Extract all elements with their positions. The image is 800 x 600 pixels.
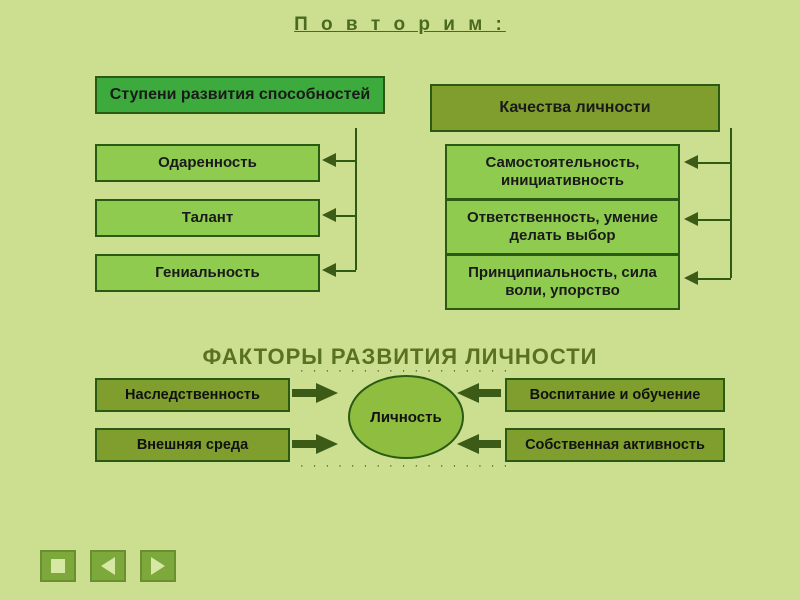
nav-prev-button[interactable] (90, 550, 126, 582)
left-item-0: Одаренность (95, 144, 320, 182)
left-item-2: Гениальность (95, 254, 320, 292)
factor-bottom-right: Собственная активность (505, 428, 725, 462)
arrow-icon (457, 383, 479, 403)
decorative-dots: · · · · · · · · · · · · · · · · · (300, 460, 510, 472)
top-diagram: Ступени развития способностей Одаренност… (0, 36, 800, 306)
factor-bottom-left: Внешняя среда (95, 428, 290, 462)
arrow-icon (322, 263, 336, 277)
right-header: Качества личности (430, 84, 720, 132)
factor-top-right: Воспитание и обучение (505, 378, 725, 412)
left-header: Ступени развития способностей (95, 76, 385, 114)
left-item-1: Талант (95, 199, 320, 237)
decorative-dots: · · · · · · · · · · · · · · · · · (300, 365, 510, 377)
arrow-icon (684, 155, 698, 169)
nav-controls (40, 550, 176, 582)
nav-next-button[interactable] (140, 550, 176, 582)
arrow-icon (684, 271, 698, 285)
arrow-icon (457, 434, 479, 454)
right-item-2: Принципиальность, сила воли, упорство (445, 254, 680, 310)
arrow-icon (316, 383, 338, 403)
arrow-icon (316, 434, 338, 454)
arrow-icon (684, 212, 698, 226)
factor-top-left: Наследственность (95, 378, 290, 412)
arrow-icon (322, 153, 336, 167)
nav-home-button[interactable] (40, 550, 76, 582)
right-item-1: Ответственность, умение делать выбор (445, 199, 680, 255)
right-item-0: Самостоятельность, инициативность (445, 144, 680, 200)
center-ellipse: Личность (348, 375, 464, 459)
arrow-icon (322, 208, 336, 222)
page-title: П о в т о р и м : (0, 0, 800, 36)
